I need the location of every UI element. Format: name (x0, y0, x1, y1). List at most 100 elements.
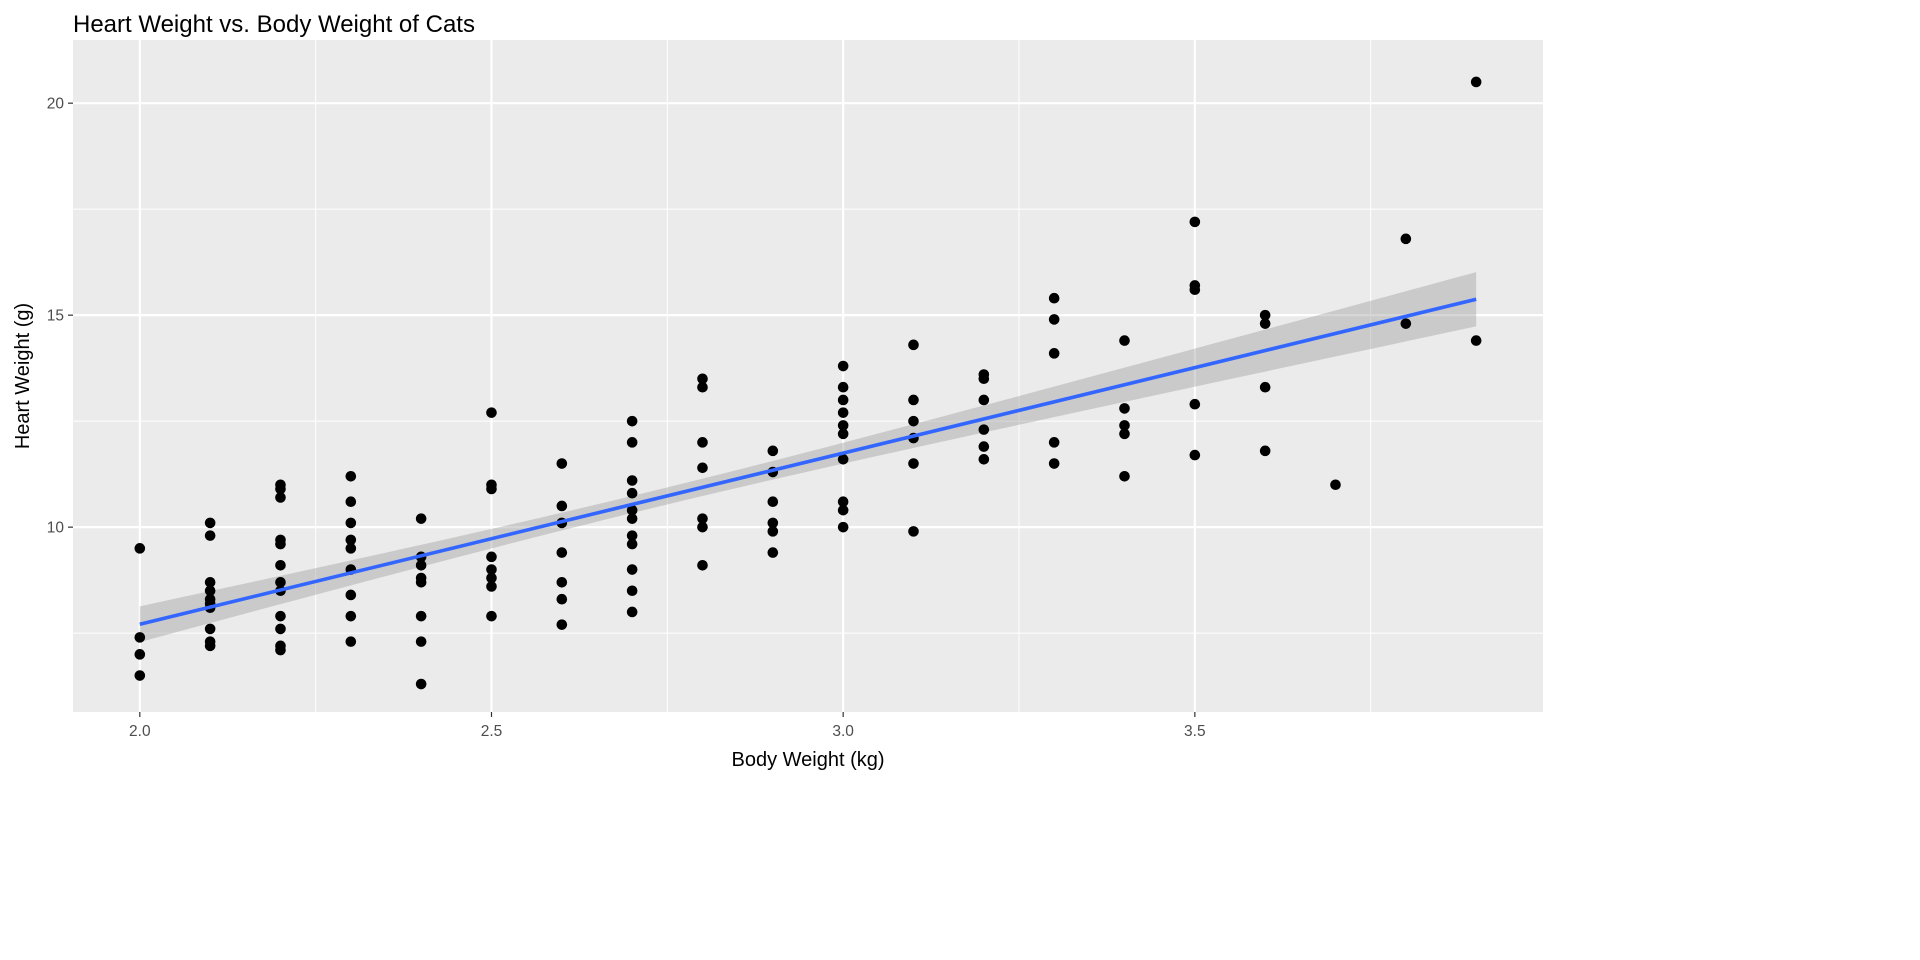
x-axis-title: Body Weight (kg) (731, 749, 884, 771)
data-point (1119, 428, 1130, 440)
data-point (1400, 318, 1412, 329)
data-point (626, 530, 638, 541)
data-point (556, 593, 568, 605)
data-point (908, 458, 919, 469)
data-point (1330, 479, 1341, 491)
y-axis-title: Heart Weight (g) (12, 303, 34, 449)
data-point (697, 437, 708, 448)
data-point (486, 581, 497, 592)
data-point (486, 483, 497, 495)
data-point (626, 585, 638, 597)
y-tick-label: 10 (47, 520, 65, 537)
data-point (697, 513, 708, 524)
major-gridlines (73, 40, 1543, 712)
x-tick-label: 2.0 (129, 723, 151, 740)
data-point (1119, 403, 1130, 414)
data-point (1119, 470, 1130, 482)
data-point (1189, 398, 1201, 410)
data-point (415, 560, 427, 571)
data-point (1048, 437, 1060, 448)
data-point (978, 373, 990, 385)
confidence-band (139, 272, 1477, 643)
data-point (204, 576, 216, 588)
data-point (978, 394, 990, 406)
data-point (556, 547, 568, 558)
data-point (134, 649, 146, 660)
data-point (486, 610, 497, 622)
data-point (626, 415, 638, 427)
confidence-band-area (139, 272, 1477, 643)
data-point (204, 530, 216, 541)
data-point (978, 441, 990, 452)
data-point (345, 636, 357, 647)
data-point (837, 454, 849, 465)
data-point (275, 644, 286, 656)
data-point (275, 538, 286, 550)
data-point (1189, 449, 1201, 461)
data-point (837, 428, 849, 440)
data-point (1259, 445, 1271, 457)
regression-line-path (139, 297, 1477, 626)
data-point (204, 517, 216, 529)
data-point (415, 576, 427, 588)
data-point (978, 424, 990, 435)
data-point (1119, 335, 1130, 346)
data-point (908, 526, 919, 537)
data-point (626, 513, 638, 524)
data-point (697, 521, 708, 533)
regression-line (139, 297, 1477, 626)
data-point (767, 445, 779, 457)
data-point (134, 632, 146, 643)
data-point (837, 496, 849, 508)
data-point (204, 623, 216, 635)
data-point (1259, 318, 1271, 329)
data-point (1048, 314, 1060, 325)
data-point (345, 589, 357, 601)
data-point (1470, 335, 1482, 346)
data-point (486, 551, 497, 563)
data-point (1119, 420, 1130, 431)
data-point (1259, 309, 1271, 321)
data-point (626, 564, 638, 575)
data-point (345, 610, 357, 622)
data-point (837, 360, 849, 372)
y-axis-ticks: 10 15 20 (47, 96, 73, 537)
chart-title: Heart Weight vs. Body Weight of Cats (73, 11, 475, 38)
data-point (626, 437, 638, 448)
data-point (275, 576, 286, 588)
data-point (626, 487, 638, 499)
data-point (837, 504, 849, 516)
data-point (556, 500, 568, 512)
data-point (275, 623, 286, 635)
data-point (837, 420, 849, 431)
data-point (697, 462, 708, 474)
data-point (415, 678, 427, 690)
data-point (556, 576, 568, 588)
data-point (275, 560, 286, 571)
data-point (486, 564, 497, 575)
data-point (978, 454, 990, 465)
data-point (767, 547, 779, 558)
x-tick-label: 2.5 (481, 723, 503, 740)
data-point (345, 543, 357, 554)
data-point (134, 543, 146, 554)
data-point (908, 415, 919, 427)
data-point (345, 534, 357, 546)
data-point (1048, 292, 1060, 304)
data-point (837, 407, 849, 418)
data-point (626, 504, 638, 516)
data-point (275, 483, 286, 495)
data-point (204, 585, 216, 597)
data-point (1400, 233, 1412, 245)
data-point (345, 496, 357, 508)
x-axis-ticks: 2.0 2.5 3.0 3.5 (129, 712, 1206, 740)
data-point (626, 475, 638, 486)
plot-panel (73, 40, 1543, 712)
data-point (1189, 216, 1201, 228)
data-point (1048, 348, 1060, 359)
data-point (626, 606, 638, 618)
data-point (275, 492, 286, 503)
data-point (134, 670, 146, 681)
data-point (767, 517, 779, 529)
